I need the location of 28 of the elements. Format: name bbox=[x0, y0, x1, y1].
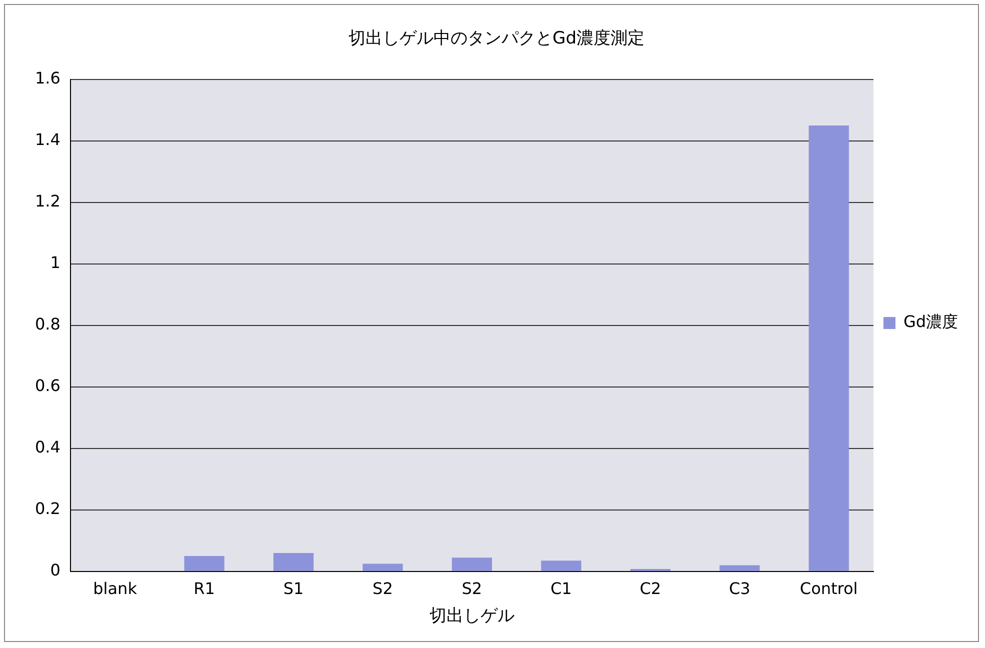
chart-title: 切出しゲル中のタンパクとGd濃度測定 bbox=[348, 28, 644, 49]
bar bbox=[362, 564, 403, 571]
x-tick-label: C2 bbox=[640, 579, 662, 598]
bar bbox=[184, 556, 224, 571]
y-tick-label: 0.4 bbox=[34, 438, 60, 457]
bar bbox=[541, 560, 582, 571]
y-tick-label: 1 bbox=[50, 253, 60, 272]
bar bbox=[808, 126, 849, 571]
x-tick-label: Control bbox=[800, 579, 858, 598]
bar bbox=[720, 565, 760, 571]
x-tick-label: C3 bbox=[728, 579, 750, 598]
y-tick-label: 0 bbox=[50, 560, 60, 580]
bar bbox=[273, 552, 314, 571]
bar bbox=[452, 558, 492, 571]
y-tick-label: 0.6 bbox=[34, 376, 60, 396]
legend-label: Gd濃度 bbox=[903, 312, 958, 332]
y-tick-label: 1.2 bbox=[34, 192, 60, 211]
x-tick-label: S2 bbox=[462, 579, 482, 598]
x-tick-label: S1 bbox=[283, 579, 304, 598]
x-tick-label: R1 bbox=[194, 579, 215, 598]
y-tick-label: 1.6 bbox=[34, 68, 60, 88]
y-tick-label: 0.2 bbox=[34, 499, 60, 518]
x-axis-title: 切出しゲル bbox=[429, 606, 514, 626]
y-tick-label: 0.8 bbox=[34, 314, 60, 334]
x-tick-label: S2 bbox=[372, 579, 393, 598]
x-tick-label: C1 bbox=[550, 579, 572, 598]
y-tick-label: 1.4 bbox=[34, 130, 60, 150]
x-tick-label: blank bbox=[93, 579, 138, 598]
